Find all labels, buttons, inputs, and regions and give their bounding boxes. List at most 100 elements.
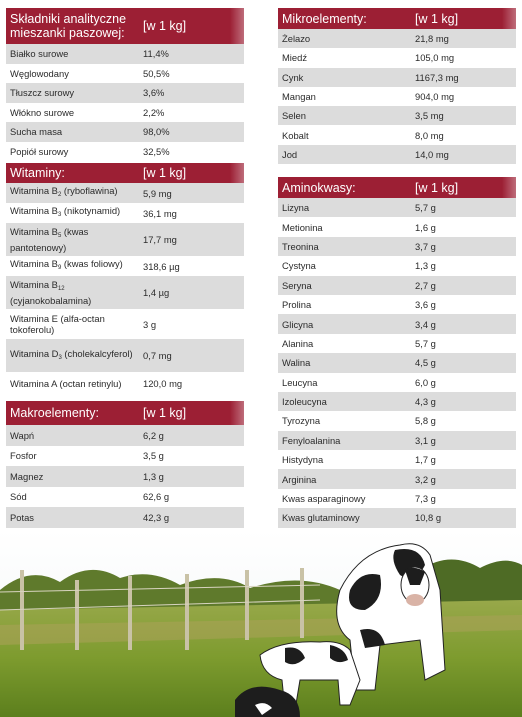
row-label: Magnez [10, 471, 143, 482]
row-value: 3,1 g [415, 435, 512, 446]
row-value: 1167,3 mg [415, 72, 512, 83]
table-body: Wapń 6,2 g Fosfor 3,5 g Magnez 1,3 g Sód 62,6 g… [6, 425, 244, 528]
table-row: Witamina B3 (nikotynamid) 36,1 mg [6, 203, 244, 223]
row-label: Prolina [282, 299, 415, 310]
table-row: Metionina 1,6 g [278, 217, 516, 236]
table-row: Włókno surowe 2,2% [6, 103, 244, 123]
table-row: Tyrozyna 5,8 g [278, 411, 516, 430]
row-label: Miedź [282, 52, 415, 63]
row-label: Histydyna [282, 454, 415, 465]
table-row: Kwas asparaginowy 7,3 g [278, 489, 516, 508]
row-label: Seryna [282, 280, 415, 291]
table-row: Histydyna 1,7 g [278, 450, 516, 469]
row-value: 904,0 mg [415, 91, 512, 102]
row-value: 11,4% [143, 48, 240, 59]
table-title: Makroelementy: [10, 406, 143, 420]
row-label-rest: (ryboflawina) [61, 185, 117, 196]
row-value: 14,0 mg [415, 149, 512, 160]
unit-label: [w 1 kg] [415, 181, 512, 195]
row-label: Witamina B12 (cyjanokobalamina) [10, 279, 143, 306]
table-row: Popiół surowy 32,5% [6, 142, 244, 162]
table-row: Sód 62,6 g [6, 487, 244, 508]
row-value: 5,7 g [415, 338, 512, 349]
macroelements-table: Makroelementy: [w 1 kg] Wapń 6,2 g Fosfor 3… [6, 401, 244, 528]
table-row: Prolina 3,6 g [278, 295, 516, 314]
table-row: Witamina B2 (ryboflawina) 5,9 mg [6, 183, 244, 203]
table-row: Walina 4,5 g [278, 353, 516, 372]
table-body: Witamina B2 (ryboflawina) 5,9 mg Witamina … [6, 183, 244, 394]
row-value: 50,5% [143, 68, 240, 79]
row-label: Witamina D3 (cholekalcyferol) [10, 348, 143, 364]
row-label: Glicyna [282, 319, 415, 330]
row-value: 318,6 µg [143, 261, 240, 272]
row-label-subscript: 12 [58, 286, 65, 292]
table-row: Selen 3,5 mg [278, 106, 516, 125]
row-label: Witamina A (octan retinylu) [10, 378, 143, 389]
table-row: Fenyloalanina 3,1 g [278, 431, 516, 450]
row-label-main: Witamina B [10, 258, 58, 269]
row-label: Popiół surowy [10, 146, 143, 157]
table-row: Witamina B5 (kwas pantotenowy) 17,7 mg [6, 223, 244, 256]
row-value: 36,1 mg [143, 208, 240, 219]
row-value: 1,7 g [415, 454, 512, 465]
row-label: Fosfor [10, 450, 143, 461]
table-body: Białko surowe 11,4% Węglowodany 50,5% Tłuszc… [6, 44, 244, 161]
row-label: Selen [282, 110, 415, 121]
row-value: 3,5 g [143, 450, 240, 461]
table-row: Seryna 2,7 g [278, 276, 516, 295]
row-label: Witamina B9 (kwas foliowy) [10, 258, 143, 274]
unit-label: [w 1 kg] [143, 406, 240, 420]
row-value: 62,6 g [143, 491, 240, 502]
row-value: 3 g [143, 319, 240, 330]
row-value: 21,8 mg [415, 33, 512, 44]
table-body: Lizyna 5,7 g Metionina 1,6 g Treonina 3,7 g Cy… [278, 198, 516, 528]
row-value: 3,6 g [415, 299, 512, 310]
row-label: Alanina [282, 338, 415, 349]
row-label-main: Witamina A (octan retinylu) [10, 378, 122, 389]
table-row: Witamina A (octan retinylu) 120,0 mg [6, 372, 244, 394]
row-label: Metionina [282, 222, 415, 233]
row-label-main: Witamina B [10, 279, 58, 290]
table-row: Sucha masa 98,0% [6, 122, 244, 142]
row-value: 1,3 g [415, 260, 512, 271]
table-row: Kwas glutaminowy 10,8 g [278, 508, 516, 527]
row-label: Cystyna [282, 260, 415, 271]
row-value: 42,3 g [143, 512, 240, 523]
analytical-components-table: Składniki analityczne mieszanki paszowej… [6, 8, 244, 161]
row-value: 32,5% [143, 146, 240, 157]
row-label-main: Witamina E [10, 313, 58, 324]
row-label: Walina [282, 357, 415, 368]
pasture-cows-photo [0, 530, 522, 717]
row-label: Treonina [282, 241, 415, 252]
row-value: 8,0 mg [415, 130, 512, 141]
table-row: Lizyna 5,7 g [278, 198, 516, 217]
row-label: Kwas glutaminowy [282, 512, 415, 523]
unit-label: [w 1 kg] [143, 166, 240, 180]
table-row: Leucyna 6,0 g [278, 373, 516, 392]
row-value: 3,4 g [415, 319, 512, 330]
row-label: Sucha masa [10, 126, 143, 137]
table-row: Glicyna 3,4 g [278, 314, 516, 333]
unit-label: [w 1 kg] [143, 19, 240, 33]
table-row: Treonina 3,7 g [278, 237, 516, 256]
table-row: Magnez 1,3 g [6, 466, 244, 487]
pasture-illustration [0, 530, 522, 717]
row-value: 5,9 mg [143, 188, 240, 199]
macroelements-header: Makroelementy: [w 1 kg] [6, 401, 244, 425]
row-label: Jod [282, 149, 415, 160]
row-label: Witamina E (alfa-octan tokoferolu) [10, 313, 143, 335]
row-value: 5,8 g [415, 415, 512, 426]
row-label: Włókno surowe [10, 107, 143, 118]
table-row: Cynk 1167,3 mg [278, 68, 516, 87]
row-value: 0,7 mg [143, 350, 240, 361]
row-label-rest: (cyjanokobalamina) [10, 295, 91, 306]
row-value: 1,3 g [143, 471, 240, 482]
row-value: 2,2% [143, 107, 240, 118]
row-value: 120,0 mg [143, 378, 240, 389]
row-value: 4,5 g [415, 357, 512, 368]
row-label: Mangan [282, 91, 415, 102]
row-value: 5,7 g [415, 202, 512, 213]
row-value: 105,0 mg [415, 52, 512, 63]
row-value: 7,3 g [415, 493, 512, 504]
row-label: Wapń [10, 430, 143, 441]
